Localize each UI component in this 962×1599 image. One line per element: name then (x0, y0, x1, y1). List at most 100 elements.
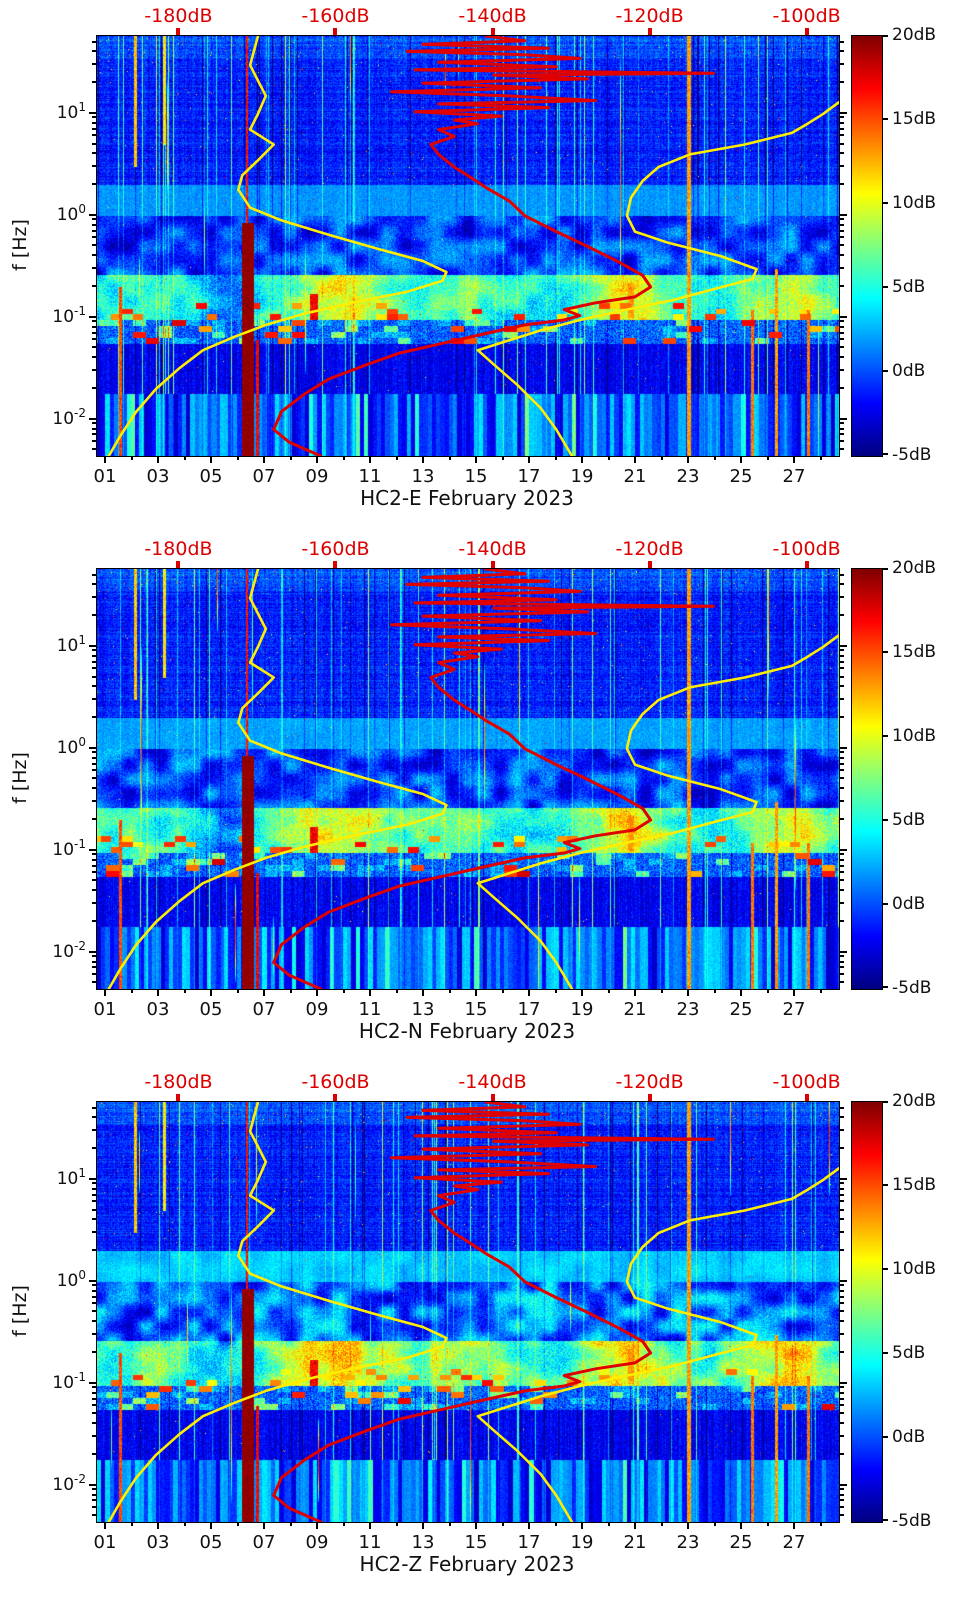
x-tick-mark (342, 1523, 345, 1526)
x-tick-mark (289, 1523, 292, 1526)
x-tick-mark (210, 1523, 212, 1529)
y-tick-mark (840, 356, 844, 359)
y-tick-mark (92, 955, 96, 958)
x-tick-mark (501, 990, 504, 993)
x-tick-mark (740, 1523, 742, 1529)
y-tick-mark (840, 853, 844, 856)
y-tick-mark (92, 285, 96, 288)
y-tick-mark (840, 1351, 844, 1354)
overlay-noise-model-low (107, 569, 448, 989)
y-tick-base: 10 (52, 306, 75, 327)
x-tick-mark (501, 457, 504, 460)
top-axis-label: -180dB (144, 1071, 213, 1093)
y-tick-mark (92, 762, 96, 765)
overlay-curves (107, 36, 839, 456)
x-tick-mark (369, 457, 371, 463)
x-tick-mark (501, 1523, 504, 1526)
x-tick-mark (236, 990, 239, 993)
y-tick-mark (92, 165, 96, 168)
colorbar-tick-label: 5dB (892, 1343, 926, 1363)
y-tick-mark (840, 40, 844, 43)
y-tick-mark (92, 919, 96, 922)
y-tick-mark (840, 448, 844, 451)
x-tick-mark (289, 457, 292, 460)
y-tick-mark (92, 1200, 96, 1203)
y-tick-mark (840, 1333, 844, 1336)
y-tick-mark (840, 1435, 844, 1437)
top-axis-tick-mark (333, 28, 338, 35)
y-tick-mark (92, 973, 96, 976)
y-tick-mark (92, 1435, 96, 1437)
y-tick-mark (840, 955, 844, 958)
x-tick-mark (448, 457, 451, 460)
y-tick-mark (840, 236, 844, 239)
y-tick-mark (840, 1488, 844, 1491)
top-axis-label: -160dB (301, 538, 370, 560)
y-tick-mark (92, 981, 96, 984)
y-tick-mark (92, 685, 96, 688)
y-tick-mark (89, 950, 96, 953)
y-tick-mark (840, 338, 844, 341)
top-axis-tick-mark (804, 1094, 809, 1101)
y-tick-mark (92, 1218, 96, 1221)
y-tick-mark (89, 1279, 96, 1282)
y-tick-mark (92, 879, 96, 882)
colorbar-tick-mark (883, 1352, 888, 1354)
y-tick-mark (92, 1506, 96, 1509)
top-axis-label: -180dB (144, 5, 213, 27)
overlay-median-psd (272, 569, 715, 989)
y-tick-mark (840, 583, 844, 586)
y-tick-mark (840, 644, 847, 647)
x-tick-mark (660, 990, 663, 993)
x-tick-mark (369, 990, 371, 996)
colorbar-tick-mark (883, 202, 888, 204)
x-tick-label: 27 (782, 1532, 806, 1553)
y-tick-mark (92, 1391, 96, 1394)
y-tick-mark (840, 1177, 847, 1180)
y-tick-mark (89, 417, 96, 420)
top-axis-tick-mark (804, 28, 809, 35)
y-tick-mark (840, 1320, 844, 1323)
x-tick-mark (528, 990, 530, 996)
y-tick-exponent: 0 (78, 201, 86, 216)
x-tick-mark (793, 990, 795, 996)
x-tick-label: 21 (623, 999, 647, 1020)
y-tick-base: 10 (56, 635, 79, 656)
overlay-curves (107, 1102, 839, 1522)
y-tick-mark (92, 50, 96, 53)
y-tick-mark (840, 433, 844, 436)
y-tick-mark (92, 440, 96, 443)
y-tick-label: 10-2 (52, 1472, 86, 1495)
x-tick-mark (713, 457, 716, 460)
x-tick-mark (422, 990, 424, 996)
y-tick-exponent: 0 (78, 1267, 86, 1282)
y-tick-mark (840, 229, 844, 232)
x-tick-mark (395, 990, 398, 993)
x-tick-mark (183, 457, 186, 460)
y-tick-label: 10-2 (52, 406, 86, 429)
overlay-noise-model-high (476, 1166, 839, 1522)
y-tick-mark (840, 960, 844, 963)
colorbar-tick-mark (883, 819, 888, 821)
y-tick-mark (92, 116, 96, 119)
y-tick-mark (92, 614, 96, 617)
x-tick-mark (554, 1523, 557, 1526)
y-tick-mark (840, 1231, 844, 1234)
x-tick-mark (528, 1523, 530, 1529)
top-axis-label: -100dB (772, 538, 841, 560)
overlay-noise-model-low (107, 1102, 448, 1522)
top-axis-label: -100dB (772, 5, 841, 27)
y-tick-mark (840, 285, 844, 288)
x-tick-label: 23 (676, 466, 700, 487)
top-axis-label: -160dB (301, 5, 370, 27)
y-tick-mark (840, 864, 844, 867)
y-tick-mark (840, 746, 847, 749)
y-tick-mark (92, 127, 96, 130)
x-tick-mark (422, 457, 424, 463)
y-tick-mark (92, 1106, 96, 1109)
overlay-noise-model-low (107, 36, 448, 456)
y-tick-mark (92, 596, 96, 599)
y-tick-mark (840, 1514, 844, 1517)
y-tick-mark (840, 346, 844, 349)
y-tick-mark (840, 1284, 844, 1287)
